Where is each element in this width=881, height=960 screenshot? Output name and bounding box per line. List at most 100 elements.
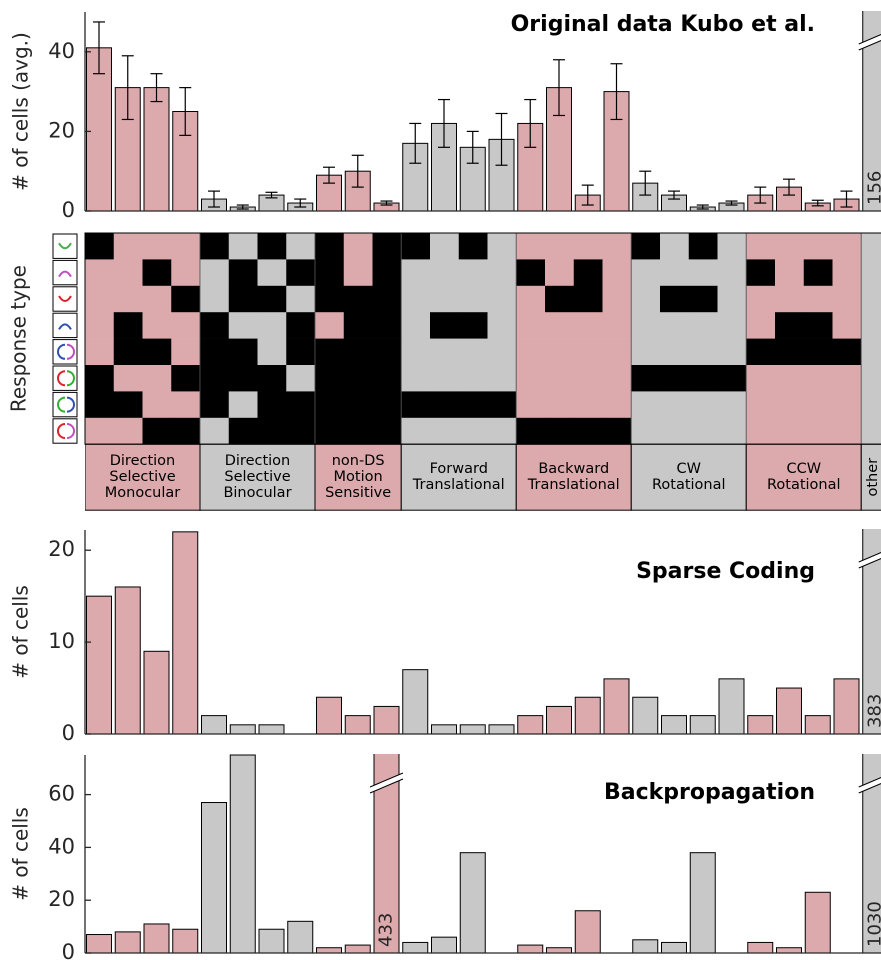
response-icon	[52, 391, 78, 418]
matrix-cell	[861, 285, 881, 313]
bar	[86, 47, 112, 212]
matrix-cell	[257, 391, 287, 419]
matrix-cell	[775, 338, 805, 366]
matrix-cell	[717, 233, 747, 260]
matrix-cell	[545, 391, 575, 419]
matrix-cell	[343, 417, 373, 445]
error-bar	[380, 200, 393, 206]
group-label: Rotational	[767, 477, 841, 493]
y-tick-label: 0	[62, 198, 75, 222]
bar	[172, 531, 199, 735]
error-bar	[639, 170, 652, 196]
matrix-cell	[142, 312, 172, 339]
matrix-cell	[113, 259, 143, 287]
matrix-cell	[171, 285, 201, 313]
bar	[833, 678, 860, 735]
bar	[229, 754, 256, 954]
matrix-cell	[573, 391, 603, 419]
matrix-cell	[545, 365, 575, 392]
matrix-cell	[430, 233, 460, 260]
matrix-cell	[861, 338, 881, 366]
matrix-cell	[401, 338, 431, 366]
matrix-cell	[688, 233, 718, 260]
error-bar	[121, 55, 134, 121]
matrix-cell	[286, 417, 316, 445]
response-icon	[52, 339, 78, 365]
group-label: Direction	[225, 453, 291, 469]
matrix-cell	[573, 338, 603, 366]
matrix-cell	[717, 391, 747, 419]
bar	[114, 931, 141, 954]
axis-break	[858, 34, 881, 50]
matrix-cell	[545, 312, 575, 339]
matrix-cell	[573, 233, 603, 260]
value-label: 433	[376, 913, 397, 947]
matrix-cell	[487, 312, 517, 339]
matrix-cell	[85, 233, 115, 260]
bar	[689, 715, 716, 735]
bar	[459, 852, 486, 954]
matrix-cell	[430, 365, 460, 392]
error-bar	[294, 198, 307, 208]
matrix-cell	[85, 365, 115, 392]
matrix-cell	[343, 312, 373, 339]
y-tick-label: 40	[48, 834, 75, 858]
group-label: Backward	[538, 461, 609, 477]
matrix-cell	[573, 365, 603, 392]
bar	[344, 170, 371, 212]
group-label-box	[515, 443, 632, 511]
bar	[488, 724, 515, 735]
matrix-cell	[631, 365, 661, 392]
matrix-cell	[430, 391, 460, 419]
matrix-cell	[372, 233, 402, 260]
matrix-frame	[84, 232, 881, 445]
error-bar	[323, 166, 335, 184]
y-tick-label: 40	[48, 39, 75, 63]
matrix-cell	[343, 365, 373, 392]
matrix-cell	[631, 259, 661, 287]
bar	[546, 705, 572, 735]
error-bar	[696, 204, 709, 210]
matrix-cell	[688, 259, 718, 287]
group-label-box	[400, 443, 517, 511]
matrix-cell	[545, 233, 575, 260]
matrix-cell	[315, 391, 345, 419]
matrix-cell	[257, 233, 287, 260]
matrix-cell	[286, 391, 316, 419]
matrix-cell	[746, 365, 776, 392]
axis-break	[858, 777, 881, 793]
group-label: Forward	[430, 461, 488, 477]
matrix-cell	[573, 312, 603, 339]
matrix-cell	[832, 417, 862, 445]
matrix-cell	[717, 285, 747, 313]
matrix-cell	[861, 365, 881, 392]
error-bar	[553, 59, 565, 117]
axis-break	[858, 34, 881, 45]
matrix-cell	[832, 338, 862, 366]
matrix-cell	[343, 233, 373, 260]
matrix-cell	[85, 391, 115, 419]
axis-break	[370, 773, 403, 793]
matrix-cell	[458, 259, 488, 287]
bar	[431, 936, 457, 954]
matrix-cell	[803, 233, 833, 260]
matrix-cell	[142, 285, 172, 313]
matrix-cell	[832, 285, 862, 313]
matrix-cell	[832, 365, 862, 392]
matrix-cell	[401, 365, 431, 392]
bar	[201, 802, 227, 954]
matrix-cell	[171, 312, 201, 339]
matrix-cell	[228, 417, 258, 445]
bar	[546, 947, 572, 954]
matrix-cell	[803, 338, 833, 366]
matrix-cell	[861, 391, 881, 419]
matrix-cell	[85, 338, 115, 366]
bar	[459, 724, 486, 735]
matrix-cell	[516, 233, 546, 260]
matrix-cell	[430, 285, 460, 313]
error-bar	[466, 130, 479, 164]
matrix-cell	[315, 365, 345, 392]
matrix-cell	[257, 417, 287, 445]
matrix-cell	[516, 391, 546, 419]
matrix-cell	[171, 417, 201, 445]
